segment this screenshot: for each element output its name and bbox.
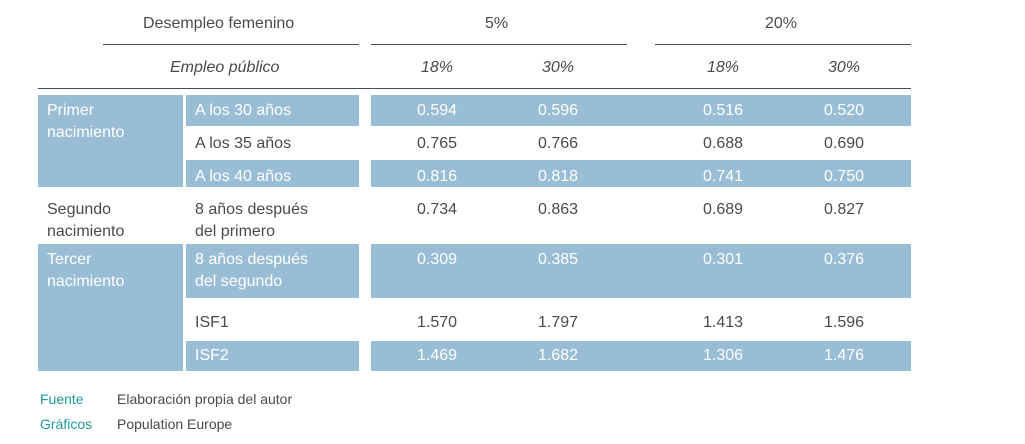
table-cell: 1.306 xyxy=(702,347,744,364)
row-band-5-label xyxy=(186,244,359,298)
group-band-primer xyxy=(38,95,183,187)
table-cell: 1.469 xyxy=(416,347,458,364)
table-cell: 0.596 xyxy=(537,102,579,119)
row-band-7-values xyxy=(371,341,911,371)
table-cell: 1.413 xyxy=(702,314,744,331)
table-cell: 0.516 xyxy=(702,102,744,119)
header-rule-right xyxy=(655,44,911,45)
row-band-3-label xyxy=(186,160,359,187)
header-rule-left xyxy=(103,44,359,45)
row-label: ISF2 xyxy=(195,347,229,364)
table-cell: 0.765 xyxy=(416,135,458,152)
table-cell: 0.376 xyxy=(823,251,865,268)
table-cell: 0.734 xyxy=(416,201,458,218)
table-cell: 0.385 xyxy=(537,251,579,268)
empleo-col-4: 30% xyxy=(827,59,861,76)
group-label-primer: Primer nacimiento xyxy=(47,102,125,141)
header-rule-full xyxy=(38,88,911,89)
table-cell: 0.750 xyxy=(823,168,865,185)
table-cell: 1.476 xyxy=(823,347,865,364)
header-rule-mid xyxy=(371,44,627,45)
row-band-7-label xyxy=(186,341,359,371)
row-band-5-values xyxy=(371,244,911,298)
desempleo-20-header: 20% xyxy=(765,15,798,32)
empleo-col-2: 30% xyxy=(541,59,575,76)
table-cell: 1.596 xyxy=(823,314,865,331)
table-cell: 0.863 xyxy=(537,201,579,218)
table-cell: 0.766 xyxy=(537,135,579,152)
source-label: Fuente xyxy=(40,391,84,407)
row-band-1-values xyxy=(371,95,911,126)
table-cell: 0.827 xyxy=(823,201,865,218)
row-band-1-label xyxy=(186,95,359,126)
row-label: A los 35 años xyxy=(195,135,292,152)
row-label: 8 años después del primero xyxy=(195,201,308,240)
source-value: Elaboración propia del autor xyxy=(117,391,293,407)
group-label-tercer: Tercer nacimiento xyxy=(47,251,125,290)
table-cell: 0.301 xyxy=(702,251,744,268)
row-label: A los 30 años xyxy=(195,102,292,119)
empleo-col-1: 18% xyxy=(420,59,454,76)
table-cell: 0.520 xyxy=(823,102,865,119)
desempleo-header: Desempleo femenino xyxy=(143,15,295,32)
row-label: 8 años después del segundo xyxy=(195,251,308,290)
group-label-segundo: Segundo nacimiento xyxy=(47,201,125,240)
table-cell: 0.818 xyxy=(537,168,579,185)
table-cell: 1.570 xyxy=(416,314,458,331)
table-cell: 0.688 xyxy=(702,135,744,152)
table-cell: 0.741 xyxy=(702,168,744,185)
empleo-col-3: 18% xyxy=(706,59,740,76)
table-cell: 0.816 xyxy=(416,168,458,185)
table-cell: 0.594 xyxy=(416,102,458,119)
graphics-value: Population Europe xyxy=(117,416,233,432)
row-label: A los 40 años xyxy=(195,168,292,185)
table-cell: 1.797 xyxy=(537,314,579,331)
table-cell: 1.682 xyxy=(537,347,579,364)
desempleo-5-header: 5% xyxy=(485,15,509,32)
row-label: ISF1 xyxy=(195,314,229,331)
empleo-header: Empleo público xyxy=(170,59,280,76)
table-cell: 0.689 xyxy=(702,201,744,218)
table-cell: 0.309 xyxy=(416,251,458,268)
row-band-3-values xyxy=(371,160,911,187)
group-band-tercer xyxy=(38,244,183,371)
graphics-label: Gráficos xyxy=(40,416,93,432)
table-cell: 0.690 xyxy=(823,135,865,152)
